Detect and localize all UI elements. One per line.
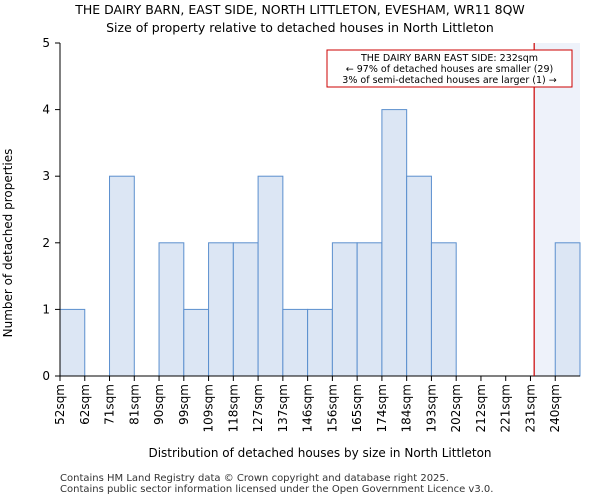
annotation-line-1: THE DAIRY BARN EAST SIDE: 232sqm	[360, 53, 538, 64]
y-tick-label: 1	[42, 302, 50, 316]
footer-line-2: Contains public sector information licen…	[60, 484, 494, 495]
x-tick-label: 212sqm	[474, 384, 488, 432]
x-tick-label: 193sqm	[424, 384, 438, 432]
x-tick-label: 202sqm	[449, 384, 463, 432]
bar	[430, 242, 457, 377]
x-tick-label: 146sqm	[301, 384, 315, 432]
x-tick-label: 62sqm	[78, 384, 92, 425]
bar	[158, 242, 185, 377]
x-axis-label: Distribution of detached houses by size …	[148, 446, 491, 460]
bar	[183, 308, 210, 377]
footer-credits: Contains HM Land Registry data © Crown c…	[60, 473, 493, 495]
x-tick-label: 221sqm	[499, 384, 513, 432]
y-axis-label: Number of detached properties	[1, 149, 15, 338]
bar	[257, 175, 284, 377]
x-tick-label: 231sqm	[523, 384, 537, 432]
x-tick-label: 184sqm	[400, 384, 414, 432]
y-tick-label: 3	[42, 169, 50, 183]
chart-title: THE DAIRY BARN, EAST SIDE, NORTH LITTLET…	[75, 2, 525, 17]
y-tick-label: 4	[42, 103, 50, 117]
annotation-line-2: ← 97% of detached houses are smaller (29…	[346, 64, 553, 75]
bar	[406, 175, 432, 377]
bar	[356, 242, 383, 377]
bar	[554, 242, 581, 377]
bar	[232, 242, 259, 377]
bar	[208, 242, 234, 377]
x-tick-label: 156sqm	[325, 384, 339, 432]
x-tick-label: 118sqm	[226, 384, 240, 432]
x-tick-label: 52sqm	[53, 384, 67, 425]
y-tick-label: 0	[42, 369, 50, 383]
footer-line-1: Contains HM Land Registry data © Crown c…	[60, 473, 449, 484]
y-tick-label: 2	[42, 236, 50, 250]
bar	[282, 308, 309, 377]
x-tick-label: 99sqm	[177, 384, 191, 425]
x-tick-label: 81sqm	[127, 384, 141, 425]
x-tick-label: 240sqm	[548, 384, 562, 432]
x-tick-label: 137sqm	[276, 384, 290, 432]
x-tick-label: 174sqm	[375, 384, 389, 432]
annotation-box	[326, 49, 573, 88]
bar	[109, 175, 135, 377]
y-tick-label: 5	[42, 36, 50, 50]
bar	[331, 242, 358, 377]
chart-subtitle: Size of property relative to detached ho…	[106, 20, 494, 35]
x-tick-label: 127sqm	[251, 384, 265, 432]
bar	[381, 109, 408, 377]
x-tick-label: 109sqm	[202, 384, 216, 432]
bar	[307, 308, 333, 377]
bar	[59, 308, 86, 377]
x-tick-label: 90sqm	[152, 384, 166, 425]
x-tick-label: 71sqm	[103, 384, 117, 425]
annotation-line-3: 3% of semi-detached houses are larger (1…	[342, 75, 556, 86]
x-tick-label: 165sqm	[350, 384, 364, 432]
